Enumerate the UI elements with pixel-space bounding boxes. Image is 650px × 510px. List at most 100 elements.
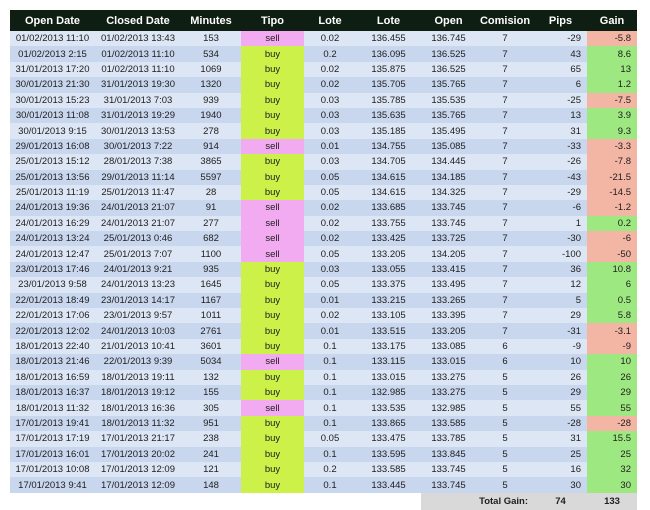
cell-closed-date[interactable]: 01/02/2013 11:10 <box>95 61 181 78</box>
cell-lote-price[interactable]: 133.375 <box>356 277 421 293</box>
cell-comision[interactable]: 7 <box>476 46 534 62</box>
cell-open[interactable]: 134.185 <box>421 169 476 185</box>
cell-open-date[interactable]: 24/01/2013 13:24 <box>10 231 95 247</box>
cell-open-date[interactable]: 30/01/2013 11:08 <box>10 107 95 124</box>
cell-open[interactable]: 135.085 <box>421 138 476 155</box>
cell-closed-date[interactable]: 30/01/2013 7:22 <box>95 138 181 155</box>
cell-lote-price[interactable]: 133.535 <box>356 400 421 416</box>
cell-gain[interactable]: 1.2 <box>587 77 637 93</box>
cell-lote[interactable]: 0.05 <box>304 184 356 201</box>
cell-gain[interactable]: -50 <box>587 246 637 262</box>
cell-lote[interactable]: 0.01 <box>304 323 356 339</box>
cell-tipo[interactable]: buy <box>241 431 304 447</box>
cell-minutes[interactable]: 241 <box>181 446 241 462</box>
cell-comision[interactable]: 7 <box>476 107 534 124</box>
cell-tipo[interactable]: sell <box>241 354 304 370</box>
cell-comision[interactable]: 5 <box>476 369 534 385</box>
cell-comision[interactable]: 7 <box>476 277 534 293</box>
cell-gain[interactable]: -1.2 <box>587 200 637 216</box>
cell-pips[interactable]: 43 <box>534 46 587 62</box>
cell-tipo[interactable]: buy <box>241 477 304 493</box>
cell-open[interactable]: 134.445 <box>421 154 476 170</box>
cell-closed-date[interactable]: 01/02/2013 13:43 <box>95 31 181 47</box>
cell-lote-price[interactable]: 133.175 <box>356 338 421 355</box>
cell-comision[interactable]: 7 <box>476 138 534 155</box>
cell-tipo[interactable]: buy <box>241 169 304 185</box>
cell-closed-date[interactable]: 18/01/2013 11:32 <box>95 415 181 432</box>
cell-comision[interactable]: 5 <box>476 400 534 416</box>
cell-lote[interactable]: 0.01 <box>304 292 356 309</box>
cell-minutes[interactable]: 238 <box>181 431 241 447</box>
cell-pips[interactable]: 36 <box>534 261 587 278</box>
cell-lote[interactable]: 0.05 <box>304 169 356 185</box>
cell-minutes[interactable]: 1100 <box>181 246 241 262</box>
cell-lote[interactable]: 0.02 <box>304 61 356 78</box>
cell-minutes[interactable]: 1940 <box>181 107 241 124</box>
cell-minutes[interactable]: 939 <box>181 92 241 108</box>
cell-comision[interactable]: 7 <box>476 200 534 216</box>
cell-comision[interactable]: 5 <box>476 446 534 462</box>
cell-lote-price[interactable]: 132.985 <box>356 384 421 401</box>
cell-open-date[interactable]: 01/02/2013 2:15 <box>10 46 95 62</box>
cell-open-date[interactable]: 30/01/2013 9:15 <box>10 123 95 139</box>
cell-closed-date[interactable]: 24/01/2013 21:07 <box>95 215 181 232</box>
cell-gain[interactable]: -5.8 <box>587 31 637 47</box>
cell-gain[interactable]: -7.8 <box>587 154 637 170</box>
cell-minutes[interactable]: 935 <box>181 261 241 278</box>
cell-lote-price[interactable]: 136.095 <box>356 46 421 62</box>
cell-tipo[interactable]: sell <box>241 231 304 247</box>
cell-comision[interactable]: 5 <box>476 431 534 447</box>
cell-tipo[interactable]: sell <box>241 400 304 416</box>
cell-lote-price[interactable]: 134.615 <box>356 184 421 201</box>
cell-minutes[interactable]: 91 <box>181 200 241 216</box>
cell-comision[interactable]: 7 <box>476 92 534 108</box>
cell-comision[interactable]: 7 <box>476 184 534 201</box>
cell-minutes[interactable]: 132 <box>181 369 241 385</box>
cell-open-date[interactable]: 22/01/2013 12:02 <box>10 323 95 339</box>
cell-gain[interactable]: -3.1 <box>587 323 637 339</box>
cell-open[interactable]: 133.725 <box>421 231 476 247</box>
cell-minutes[interactable]: 1167 <box>181 292 241 309</box>
cell-lote-price[interactable]: 133.475 <box>356 431 421 447</box>
cell-lote[interactable]: 0.1 <box>304 338 356 355</box>
cell-lote-price[interactable]: 133.685 <box>356 200 421 216</box>
cell-open[interactable]: 135.765 <box>421 107 476 124</box>
cell-pips[interactable]: -28 <box>534 415 587 432</box>
cell-comision[interactable]: 7 <box>476 169 534 185</box>
cell-pips[interactable]: -6 <box>534 200 587 216</box>
cell-pips[interactable]: 1 <box>534 215 587 232</box>
cell-open[interactable]: 132.985 <box>421 400 476 416</box>
cell-closed-date[interactable]: 31/01/2013 19:29 <box>95 107 181 124</box>
cell-pips[interactable]: 10 <box>534 354 587 370</box>
cell-closed-date[interactable]: 18/01/2013 19:12 <box>95 384 181 401</box>
cell-open[interactable]: 133.015 <box>421 354 476 370</box>
cell-lote[interactable]: 0.02 <box>304 308 356 324</box>
cell-lote[interactable]: 0.1 <box>304 400 356 416</box>
cell-tipo[interactable]: buy <box>241 415 304 432</box>
cell-minutes[interactable]: 3865 <box>181 154 241 170</box>
cell-lote-price[interactable]: 134.705 <box>356 154 421 170</box>
cell-open-date[interactable]: 18/01/2013 22:40 <box>10 338 95 355</box>
cell-gain[interactable]: 30 <box>587 477 637 493</box>
cell-closed-date[interactable]: 25/01/2013 0:46 <box>95 231 181 247</box>
cell-minutes[interactable]: 277 <box>181 215 241 232</box>
cell-closed-date[interactable]: 17/01/2013 21:17 <box>95 431 181 447</box>
total-pips[interactable]: 74 <box>534 492 587 510</box>
cell-tipo[interactable]: buy <box>241 92 304 108</box>
cell-closed-date[interactable]: 01/02/2013 11:10 <box>95 46 181 62</box>
cell-minutes[interactable]: 28 <box>181 184 241 201</box>
cell-lote[interactable]: 0.01 <box>304 138 356 155</box>
cell-lote[interactable]: 0.03 <box>304 261 356 278</box>
cell-lote-price[interactable]: 136.455 <box>356 31 421 47</box>
cell-open-date[interactable]: 18/01/2013 11:32 <box>10 400 95 416</box>
cell-open-date[interactable]: 24/01/2013 12:47 <box>10 246 95 262</box>
cell-closed-date[interactable]: 31/01/2013 7:03 <box>95 92 181 108</box>
cell-pips[interactable]: 6 <box>534 77 587 93</box>
cell-lote-price[interactable]: 133.445 <box>356 477 421 493</box>
cell-open-date[interactable]: 23/01/2013 9:58 <box>10 277 95 293</box>
cell-open-date[interactable]: 23/01/2013 17:46 <box>10 261 95 278</box>
cell-open[interactable]: 133.265 <box>421 292 476 309</box>
cell-open[interactable]: 136.525 <box>421 61 476 78</box>
cell-tipo[interactable]: buy <box>241 261 304 278</box>
cell-open-date[interactable]: 17/01/2013 16:01 <box>10 446 95 462</box>
